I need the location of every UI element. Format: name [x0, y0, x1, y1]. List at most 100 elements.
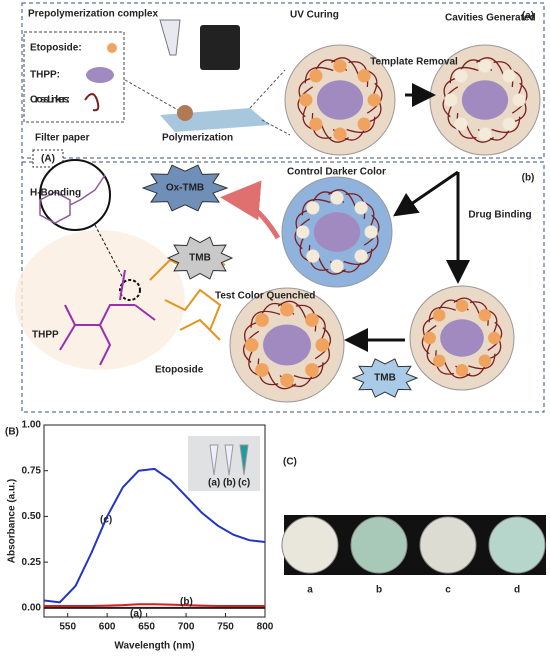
x-axis-label: Wavelength (nm) — [114, 641, 194, 652]
cavity — [364, 225, 378, 239]
series-label: (a) — [130, 609, 142, 620]
inset-label: (b) — [223, 478, 236, 489]
paper-disc — [350, 516, 408, 574]
box-b — [21, 161, 545, 413]
cavity — [296, 225, 310, 239]
etoposide-ball — [432, 354, 446, 368]
paper-disc — [281, 516, 339, 574]
cavity — [354, 201, 368, 215]
label: UV Curing — [290, 10, 339, 21]
crosslinker-chain — [242, 300, 332, 390]
crosslinker-chain — [294, 189, 380, 275]
template-core — [316, 80, 364, 120]
series-line — [43, 467, 266, 604]
cavity — [444, 93, 458, 107]
y-axis-label: Absorbance (a.u.) — [7, 479, 18, 563]
cavity — [330, 191, 344, 205]
etoposide-ball — [315, 338, 330, 352]
cavity — [306, 249, 320, 263]
burst — [141, 164, 229, 212]
cavity — [354, 249, 368, 263]
disc-label: b — [376, 585, 382, 596]
key-box — [23, 31, 125, 123]
tag-box — [32, 149, 64, 168]
label: Cavities Generated — [445, 13, 536, 24]
x-tick-label: 600 — [99, 622, 116, 633]
etoposide-ball — [357, 117, 371, 131]
label: (a) — [522, 11, 534, 22]
label: Drug Binding — [468, 210, 531, 221]
etoposide-ball — [305, 313, 319, 327]
crosslinker-chain — [297, 57, 383, 143]
paper-disc — [488, 516, 546, 574]
etoposide-ball — [244, 338, 259, 352]
filter-glass — [160, 108, 270, 132]
etoposide-ball — [333, 59, 347, 73]
y-tick-label: 1.00 — [22, 420, 42, 431]
label: Control Darker Color — [287, 167, 386, 178]
tube — [239, 444, 249, 476]
label: THPP: — [30, 70, 60, 81]
etoposide-ball — [309, 117, 323, 131]
etoposide-ball — [255, 363, 269, 377]
arrow — [220, 180, 281, 240]
etoposide-ball — [478, 308, 492, 322]
etoposide-ball — [432, 308, 446, 322]
zoom-circle — [39, 159, 111, 231]
etoposide-ball — [305, 363, 319, 377]
etoposide-ball — [309, 69, 323, 83]
cavity — [502, 117, 516, 131]
x-tick-label: 750 — [217, 622, 234, 633]
disc-label: c — [445, 585, 451, 596]
key-chain — [84, 93, 100, 112]
series-line — [44, 603, 265, 608]
y-tick-label: 0.50 — [22, 511, 42, 522]
cavity — [512, 93, 526, 107]
series-label: (c) — [100, 515, 112, 526]
arrow — [393, 170, 459, 217]
etoposide-ball — [367, 93, 381, 107]
template-core — [313, 212, 361, 252]
etoposide-ball — [478, 354, 492, 368]
label: (b) — [522, 173, 535, 184]
cavity — [454, 69, 468, 83]
label: Etoposide: — [30, 43, 82, 54]
x-tick-label: 550 — [59, 622, 76, 633]
label: Test Color Quenched — [215, 291, 315, 302]
label: Ox-TMB — [166, 183, 204, 194]
burst — [166, 236, 234, 280]
label: (C) — [283, 457, 297, 468]
dash — [249, 69, 286, 109]
crosslinker-chain — [421, 297, 503, 379]
label: Template Removal — [370, 57, 458, 68]
sample-dot — [177, 105, 193, 121]
etoposide-ball — [488, 331, 501, 345]
h-bond-sketch — [39, 174, 106, 224]
template-core — [263, 324, 311, 366]
uv-lamp — [200, 25, 240, 70]
glow — [15, 230, 185, 370]
etoposide-ball — [299, 93, 313, 107]
dash — [261, 119, 291, 136]
x-tick-label: 700 — [178, 622, 195, 633]
cavity — [306, 201, 320, 215]
label: (B) — [5, 427, 19, 438]
cavity — [330, 259, 344, 273]
disc-label: a — [307, 585, 313, 596]
label: Polymerization — [162, 133, 233, 144]
label: THPP — [32, 330, 59, 341]
etoposide-ball — [455, 364, 469, 377]
etoposide-ball — [455, 299, 469, 313]
cavity — [454, 117, 468, 131]
etoposide-ball — [255, 313, 269, 327]
label: TMB — [189, 253, 211, 264]
key-core — [86, 67, 114, 83]
label: H-Bonding — [30, 188, 81, 199]
x-tick-label: 800 — [257, 622, 274, 633]
etoposide-ball — [280, 373, 294, 388]
inset-label: (c) — [238, 478, 250, 489]
paper-disc — [419, 516, 477, 574]
dash — [94, 224, 126, 283]
tube — [159, 19, 181, 56]
dash — [124, 79, 179, 111]
